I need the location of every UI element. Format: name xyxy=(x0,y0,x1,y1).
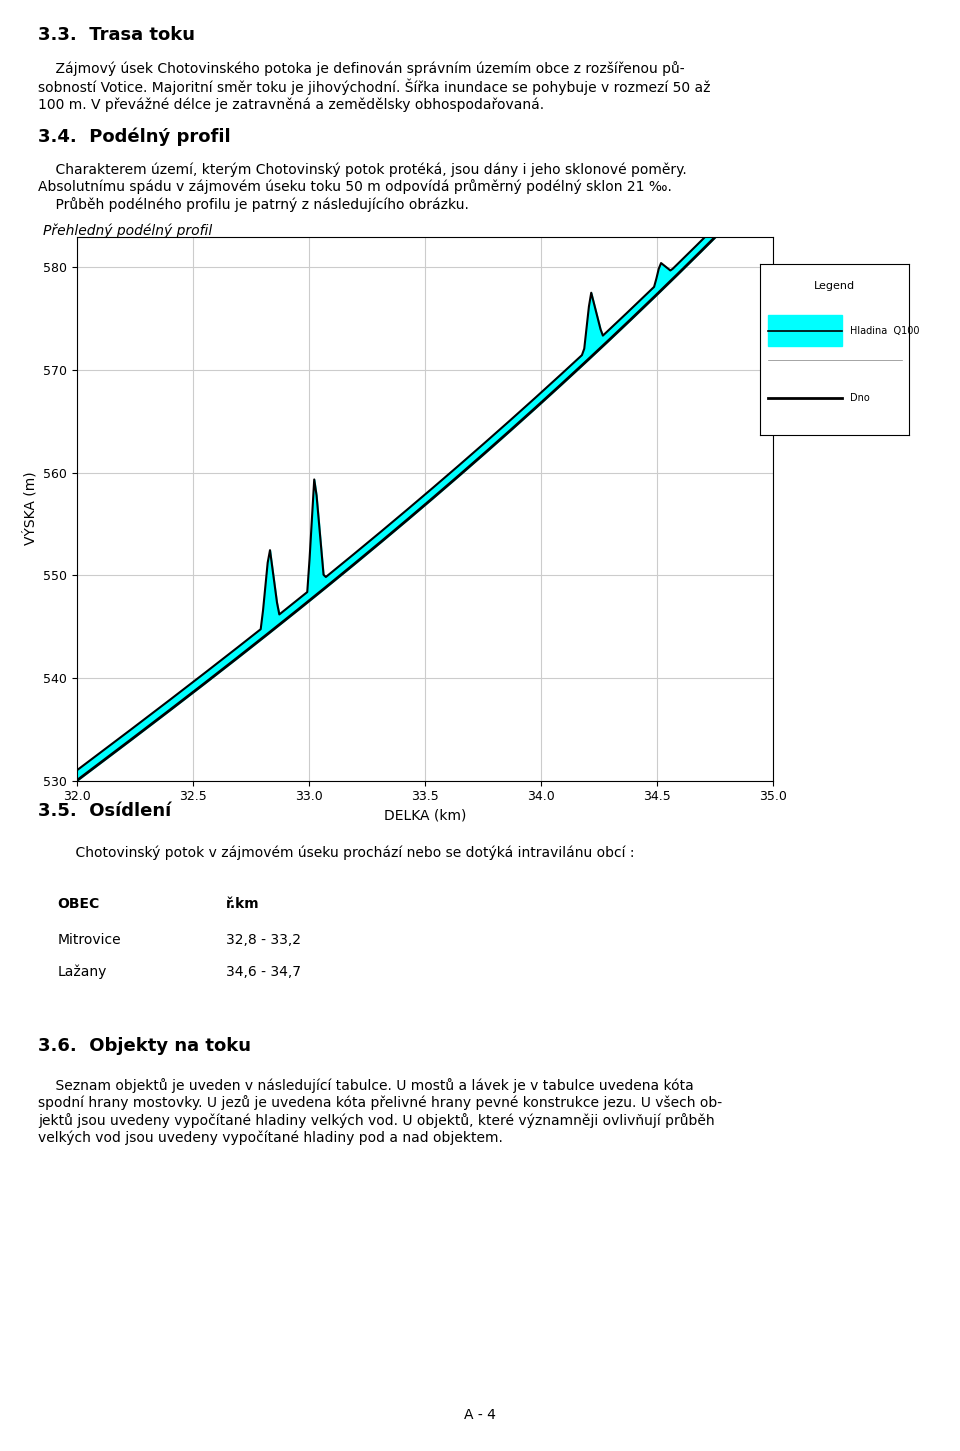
X-axis label: DELKA (km): DELKA (km) xyxy=(384,808,466,823)
Text: ř.km: ř.km xyxy=(226,897,259,911)
Text: Zájmový úsek Chotovinského potoka je definován správním územím obce z rozšířenou: Zájmový úsek Chotovinského potoka je def… xyxy=(38,61,711,112)
Text: 34,6 - 34,7: 34,6 - 34,7 xyxy=(226,965,300,979)
Text: Mitrovice: Mitrovice xyxy=(58,933,121,948)
Text: Charakterem území, kterým Chotovinský potok protéká, jsou dány i jeho sklonové p: Charakterem území, kterým Chotovinský po… xyxy=(38,163,687,212)
Text: Seznam objektů je uveden v následující tabulce. U mostů a lávek je v tabulce uve: Seznam objektů je uveden v následující t… xyxy=(38,1078,723,1145)
Text: Přehledný podélný profil: Přehledný podélný profil xyxy=(43,223,212,238)
Text: Dno: Dno xyxy=(850,393,870,402)
Text: Chotovinský potok v zájmovém úseku prochází nebo se dotýká intravilánu obcí :: Chotovinský potok v zájmovém úseku proch… xyxy=(58,846,635,860)
Text: Hladina  Q100: Hladina Q100 xyxy=(850,326,919,335)
Text: Lažany: Lažany xyxy=(58,965,107,979)
Text: 3.6.  Objekty na toku: 3.6. Objekty na toku xyxy=(38,1037,252,1055)
Text: 3.3.  Trasa toku: 3.3. Trasa toku xyxy=(38,26,196,44)
Text: OBEC: OBEC xyxy=(58,897,100,911)
Text: 3.5.  Osídlení: 3.5. Osídlení xyxy=(38,802,172,820)
Text: Legend: Legend xyxy=(814,281,855,292)
Y-axis label: VÝSKA (m): VÝSKA (m) xyxy=(23,472,37,546)
Text: 32,8 - 33,2: 32,8 - 33,2 xyxy=(226,933,300,948)
Bar xyxy=(768,315,842,347)
Text: A - 4: A - 4 xyxy=(464,1407,496,1422)
Text: 3.4.  Podélný profil: 3.4. Podélný profil xyxy=(38,128,231,147)
